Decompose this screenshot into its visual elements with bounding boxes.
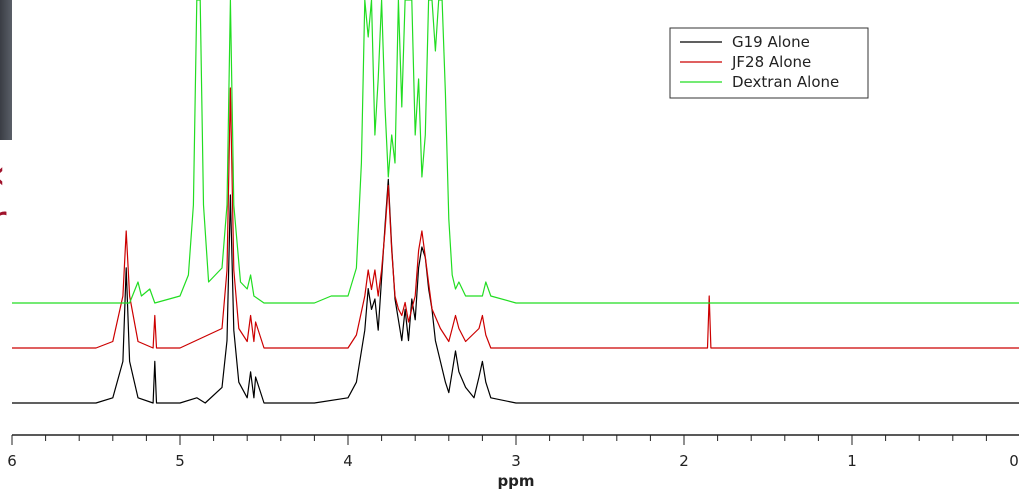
x-tick-label: 0 (1009, 452, 1019, 470)
x-tick-label: 2 (679, 452, 689, 470)
series-line-g19-alone (12, 179, 1019, 403)
legend-label: G19 Alone (732, 33, 810, 51)
x-ticks: 6 5 4 3 2 1 0 (7, 435, 1019, 470)
legend: G19 Alone JF28 Alone Dextran Alone (670, 28, 868, 98)
x-tick-label: 5 (175, 452, 185, 470)
series-line-jf28-alone (12, 88, 1019, 348)
x-tick-label: 1 (847, 452, 857, 470)
x-tick-label: 4 (343, 452, 353, 470)
x-axis-title: ppm (497, 472, 534, 490)
legend-label: JF28 Alone (731, 53, 811, 71)
legend-label: Dextran Alone (732, 73, 839, 91)
x-tick-label: 6 (7, 452, 17, 470)
x-tick-label: 3 (511, 452, 521, 470)
